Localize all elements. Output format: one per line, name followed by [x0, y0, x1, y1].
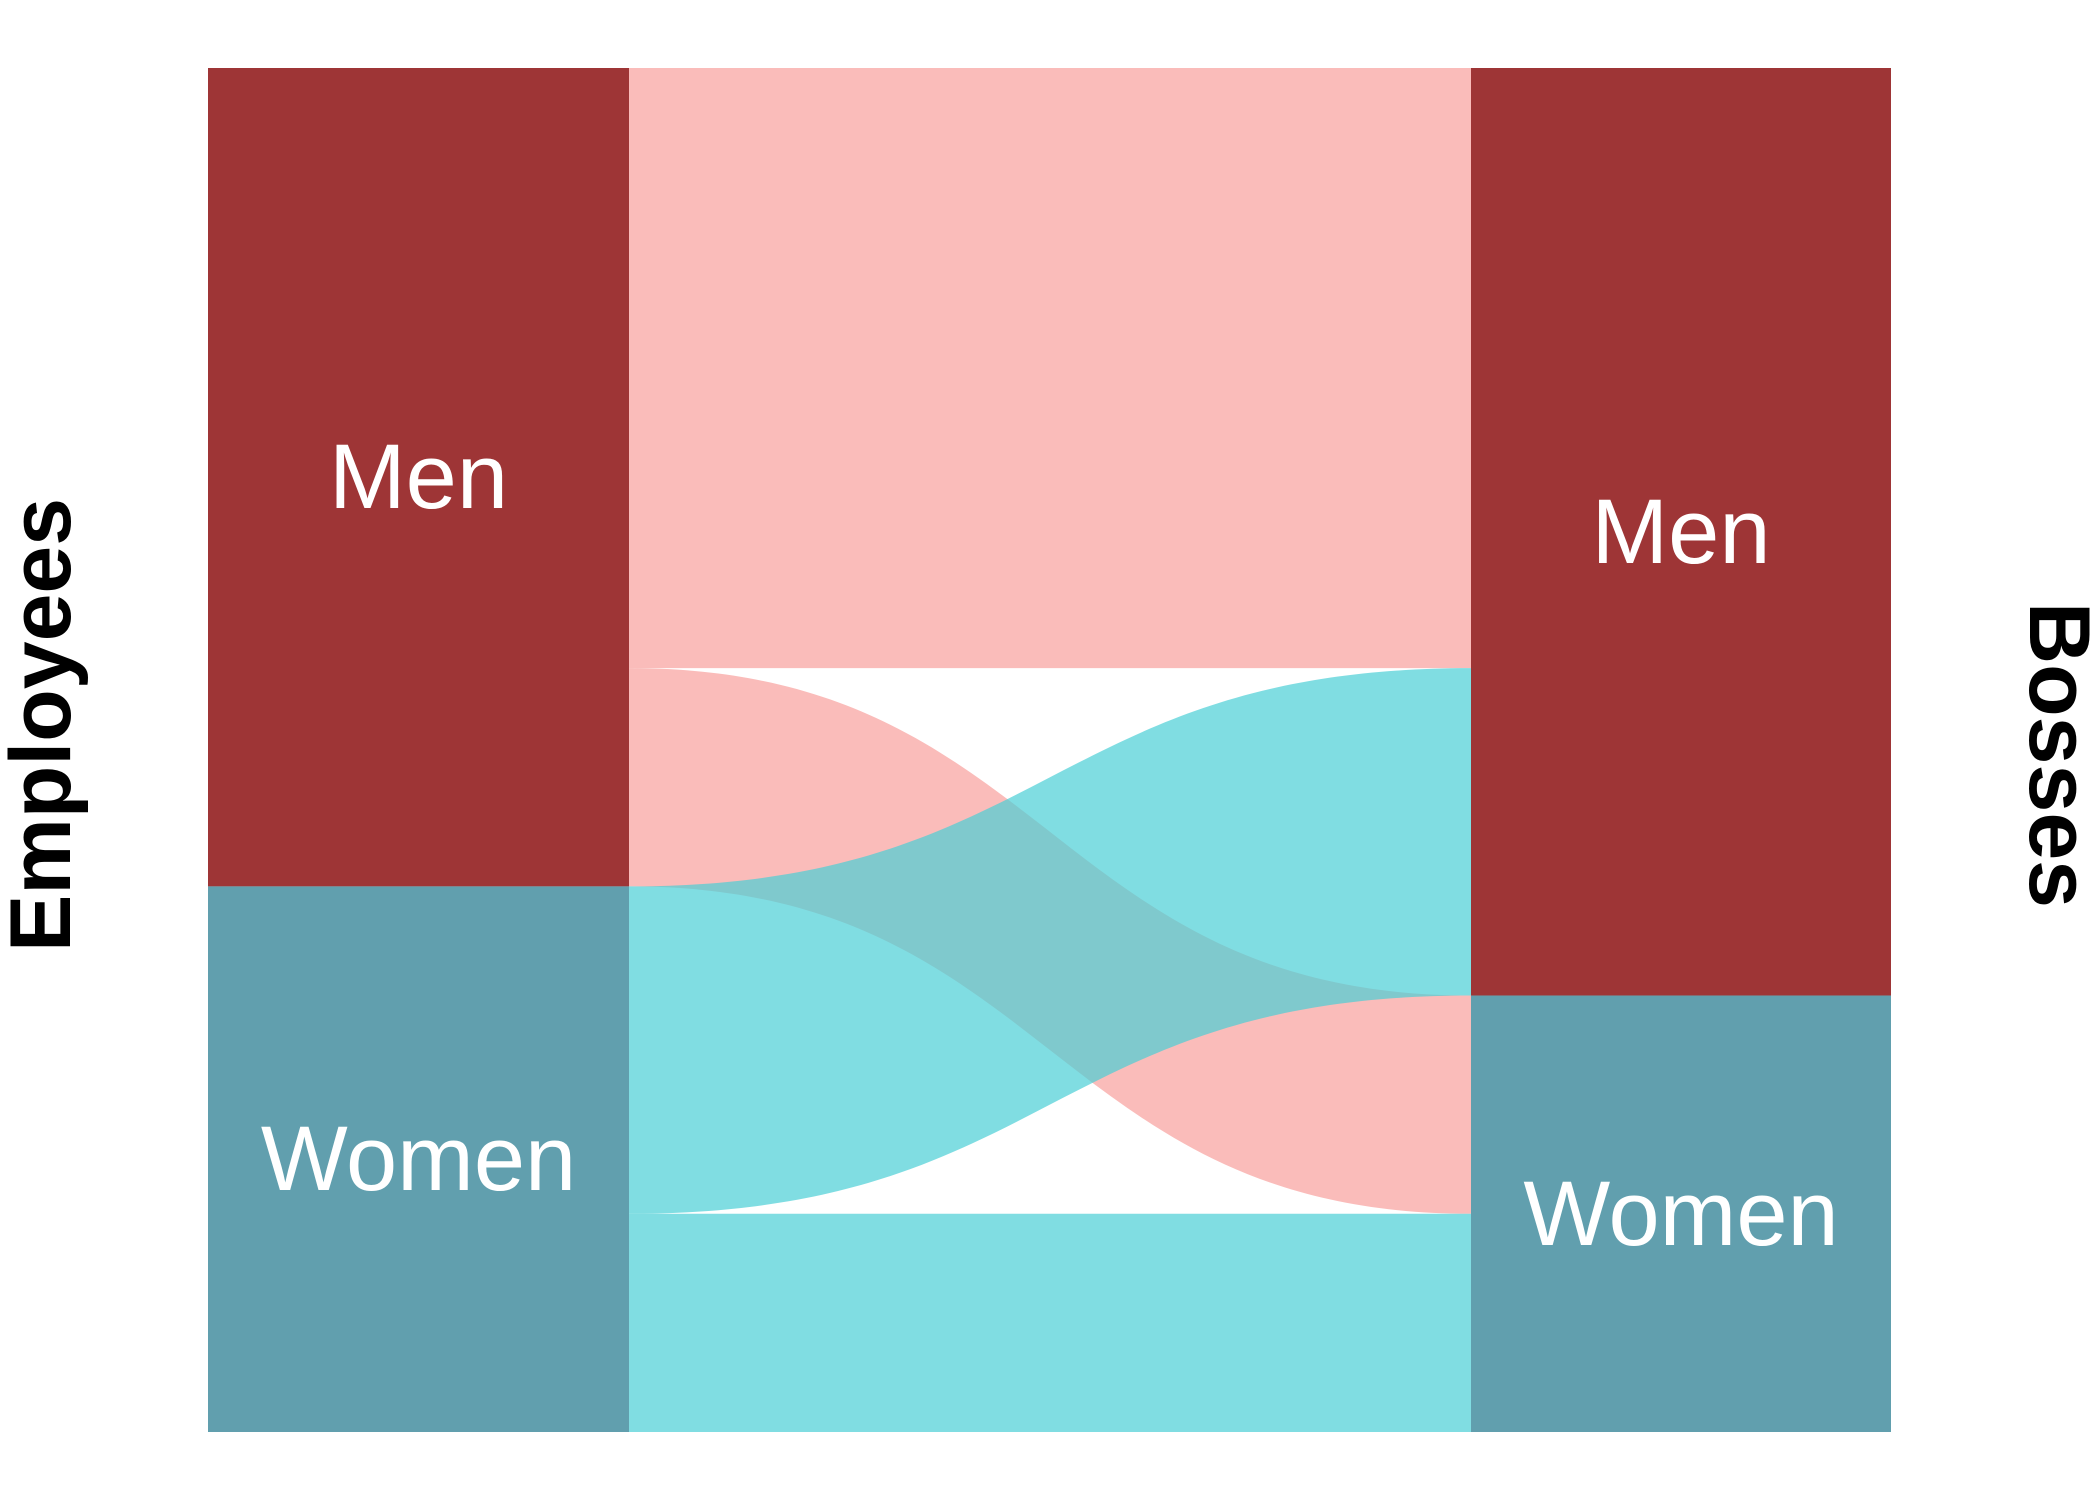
- right-node-women: [1471, 995, 1891, 1432]
- left-axis-label: Employees: [0, 498, 89, 952]
- left-node-label-men: Men: [329, 426, 508, 528]
- right-node-label-women: Women: [1523, 1163, 1838, 1265]
- left-node-women: [208, 886, 629, 1432]
- left-node-label-women: Women: [261, 1108, 576, 1210]
- right-node-label-men: Men: [1592, 481, 1771, 583]
- nodes-layer: [208, 68, 1891, 1432]
- flow-women-to-women: [629, 1213, 1471, 1432]
- right-axis-label: Bosses: [2011, 602, 2100, 908]
- flow-women-to-men: [629, 668, 1471, 1214]
- node-labels-layer: Men Women Men Women: [261, 426, 1839, 1265]
- left-node-men: [208, 68, 629, 887]
- flow-men-to-men: [629, 68, 1471, 669]
- flows-layer: [629, 68, 1471, 1432]
- right-node-men: [1471, 68, 1891, 996]
